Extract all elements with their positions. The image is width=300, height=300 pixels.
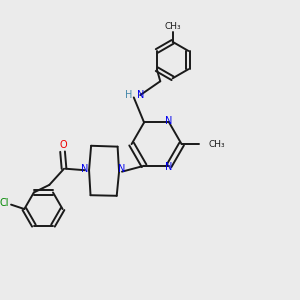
- Text: N: N: [165, 162, 173, 172]
- Text: CH₃: CH₃: [164, 22, 181, 31]
- Text: N: N: [81, 164, 88, 174]
- Text: O: O: [59, 140, 67, 150]
- Text: Cl: Cl: [0, 198, 9, 208]
- Text: CH₃: CH₃: [208, 140, 225, 148]
- Text: N: N: [118, 164, 125, 174]
- Text: N: N: [136, 90, 144, 100]
- Text: N: N: [165, 116, 173, 126]
- Text: H: H: [125, 90, 132, 100]
